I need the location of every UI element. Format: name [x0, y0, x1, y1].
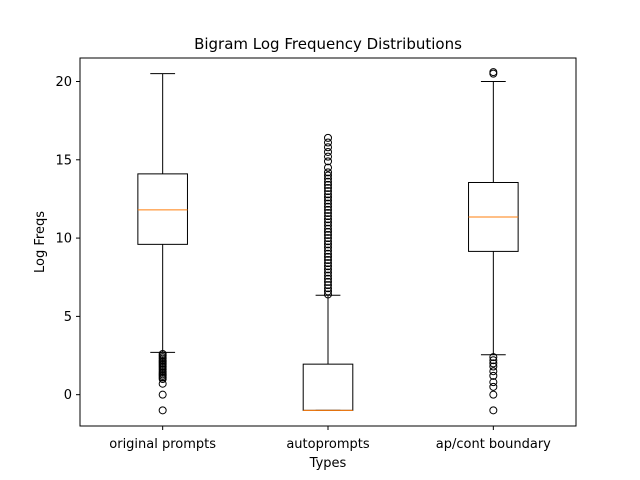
outlier-point: [324, 152, 332, 161]
outlier-point: [489, 356, 498, 365]
box-group: [302, 133, 354, 411]
outlier-point: [324, 262, 332, 271]
outlier-point: [324, 190, 332, 199]
outlier-point: [324, 259, 332, 268]
outlier-point: [324, 221, 332, 230]
y-tick-label: 15: [55, 153, 72, 168]
x-axis: original prompts autoprompts ap/cont bound…: [109, 426, 551, 452]
outlier-point: [324, 227, 332, 236]
outlier-point: [489, 382, 498, 391]
box-group: [468, 68, 519, 415]
outlier-point: [324, 138, 332, 147]
outlier-point: [324, 157, 332, 166]
outlier-point: [324, 271, 332, 280]
outlier-point: [324, 240, 332, 249]
x-tick-label: ap/cont boundary: [436, 437, 551, 452]
plot-area: [137, 68, 519, 415]
outlier-point: [324, 202, 332, 211]
outlier-point: [324, 256, 332, 265]
outlier-point: [489, 406, 498, 415]
outlier-point: [324, 277, 332, 286]
outlier-point: [324, 193, 332, 202]
outlier-point: [324, 212, 332, 221]
outlier-point: [324, 224, 332, 233]
outlier-point: [324, 237, 332, 246]
y-tick-label: 10: [55, 232, 72, 247]
outlier-point: [489, 359, 498, 368]
x-tick-label: autoprompts: [286, 437, 370, 452]
outlier-point: [489, 378, 498, 387]
outlier-point: [324, 163, 332, 172]
outlier-point: [324, 199, 332, 208]
outlier-point: [324, 252, 332, 261]
x-axis-label: Types: [309, 456, 347, 471]
box-group: [137, 73, 188, 415]
outlier-point: [324, 230, 332, 239]
outlier-point: [489, 390, 498, 399]
outlier-point: [324, 133, 332, 142]
outlier-point: [324, 234, 332, 243]
outlier-point: [158, 390, 167, 399]
outlier-point: [324, 268, 332, 277]
outlier-point: [324, 143, 332, 152]
outlier-point: [324, 281, 332, 290]
outlier-point: [324, 287, 332, 296]
outlier-point: [324, 187, 332, 196]
outlier-point: [324, 290, 332, 299]
outlier-point: [324, 218, 332, 227]
outlier-point: [324, 177, 332, 186]
y-tick-label: 0: [64, 388, 72, 403]
outlier-point: [324, 215, 332, 224]
y-tick-label: 5: [64, 310, 72, 325]
outlier-point: [324, 180, 332, 189]
outlier-point: [324, 246, 332, 255]
outlier-point: [324, 168, 332, 177]
outlier-point: [324, 171, 332, 180]
outlier-point: [489, 353, 498, 362]
outlier-point: [158, 375, 167, 384]
outlier-point: [324, 183, 332, 192]
outlier-point: [324, 284, 332, 293]
outlier-point: [158, 379, 167, 388]
outlier-point: [489, 371, 498, 380]
outlier-point: [324, 205, 332, 214]
x-tick-label: original prompts: [109, 437, 216, 452]
outlier-point: [158, 406, 167, 415]
chart-title: Bigram Log Frequency Distributions: [194, 35, 462, 53]
y-tick-label: 20: [55, 75, 72, 90]
outlier-point: [489, 68, 498, 77]
iqr-box: [137, 173, 188, 245]
y-axis: 0 5 10 15 20: [55, 75, 80, 403]
outlier-point: [489, 367, 498, 376]
outlier-point: [324, 209, 332, 218]
outlier-point: [324, 265, 332, 274]
outlier-point: [324, 147, 332, 156]
outlier-point: [324, 174, 332, 183]
outlier-point: [489, 362, 498, 371]
outlier-point: [324, 249, 332, 258]
outlier-point: [324, 274, 332, 283]
y-axis-label: Log Freqs: [33, 211, 48, 273]
outlier-point: [324, 196, 332, 205]
outlier-point: [324, 243, 332, 252]
